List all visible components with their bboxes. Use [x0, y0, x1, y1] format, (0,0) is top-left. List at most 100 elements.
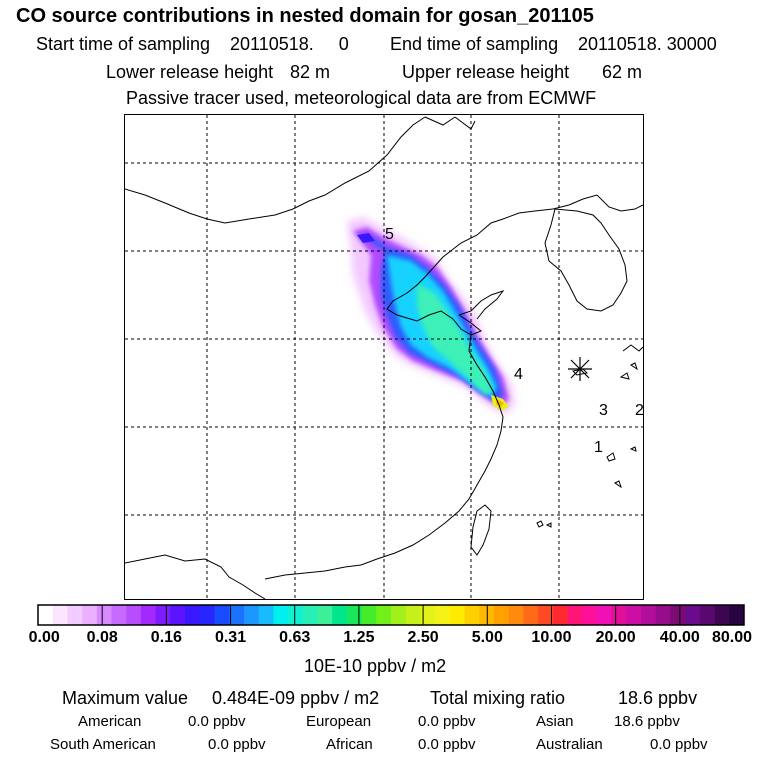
region-australian-name: Australian	[536, 736, 603, 753]
start-time-value: 20110518. 0	[230, 34, 349, 54]
colorbar-unit-label: 10E-10 ppbv / m2	[304, 656, 447, 676]
ryukyu-5	[619, 372, 630, 380]
region-european-value: 0.0 ppbv	[418, 713, 476, 730]
coastlines	[125, 116, 643, 599]
colorbar-swatch	[508, 605, 524, 625]
colorbar-tick-label: 10.00	[531, 629, 572, 646]
region-african-name: African	[326, 736, 373, 753]
ryukyu-3	[536, 520, 544, 528]
start-time-label: Start time of sampling	[36, 34, 211, 54]
colorbar-swatch	[229, 605, 245, 625]
colorbar-swatch	[567, 605, 583, 625]
plume-max-orange	[496, 399, 504, 407]
marker-5: 5	[385, 226, 394, 243]
colorbar-swatch	[435, 605, 451, 625]
colorbar-tick-label: 0.00	[28, 629, 60, 646]
colorbar-swatch	[346, 605, 363, 625]
northeast-border	[424, 116, 476, 130]
colorbar-swatch	[405, 605, 421, 625]
ryukyu-2	[629, 446, 637, 452]
colorbar-swatch	[258, 605, 274, 625]
region-american-name: American	[78, 713, 142, 730]
region-american-value: 0.0 ppbv	[188, 713, 246, 730]
total-mixing-label: Total mixing ratio	[430, 688, 566, 708]
colorbar-swatch	[288, 605, 304, 625]
colorbar-swatch	[391, 605, 407, 625]
total-mixing-value: 18.6 ppbv	[618, 688, 698, 708]
colorbar-tick-label: 80.00	[711, 629, 753, 646]
colorbar-swatch	[420, 605, 436, 625]
ryukyu-4	[545, 522, 552, 528]
max-value: 0.484E-09 ppbv / m2	[212, 688, 380, 708]
east-china-coast	[264, 334, 504, 580]
map-gridlines	[125, 115, 643, 599]
colorbar-tick-label: 0.08	[86, 629, 118, 646]
korea-peninsula	[544, 208, 628, 312]
colorbar-tick-label: 1.25	[343, 629, 375, 646]
region-african-value: 0.0 ppbv	[418, 736, 476, 753]
colorbar-swatch	[626, 605, 642, 625]
colorbar-swatch	[273, 605, 289, 625]
colorbar-swatch	[111, 605, 127, 625]
colorbar-swatch	[302, 605, 318, 625]
colorbar-swatch	[523, 605, 539, 625]
colorbar-swatch	[52, 605, 68, 625]
marker-4: 4	[514, 366, 523, 383]
region-south-american-name: South American	[50, 736, 156, 753]
colorbar-swatch	[317, 605, 333, 625]
receptor-asterisk-icon	[568, 357, 592, 381]
marker-2: 2	[635, 402, 643, 419]
data-source-note: Passive tracer used, meteorological data…	[126, 88, 597, 108]
plume-head	[357, 233, 375, 243]
colorbar-swatch	[449, 605, 466, 625]
colorbar-border	[37, 604, 745, 626]
region-australian-value: 0.0 ppbv	[650, 736, 708, 753]
shandong-peninsula	[458, 290, 505, 320]
map-canvas: 5 4 3 2 1	[125, 115, 643, 599]
upper-release-value: 62 m	[602, 62, 643, 82]
marker-1: 1	[594, 439, 603, 456]
region-asian-value: 18.6 ppbv	[614, 713, 680, 730]
ryukyu-6	[630, 362, 638, 371]
colorbar-swatch	[729, 605, 745, 625]
colorbar-swatch	[582, 605, 598, 625]
colorbar-swatch	[464, 605, 480, 625]
colorbar-swatch	[140, 605, 157, 625]
colorbar-tick-label: 0.16	[150, 629, 182, 646]
colorbar-swatch	[243, 605, 260, 625]
colorbar	[37, 604, 745, 626]
ryukyu-7	[614, 480, 622, 489]
colorbar-swatch	[376, 605, 392, 625]
colorbar-swatch	[641, 605, 657, 625]
colorbar-tick-label: 40.00	[659, 629, 700, 646]
colorbar-swatch	[655, 605, 671, 625]
colorbar-swatch	[361, 605, 377, 625]
colorbar-tick-label: 5.00	[471, 629, 503, 646]
colorbar-swatch	[185, 605, 201, 625]
colorbar-tick-label: 0.63	[279, 629, 311, 646]
colorbar-swatch	[155, 605, 171, 625]
colorbar-swatch	[126, 605, 142, 625]
end-time-label: End time of sampling	[390, 34, 559, 54]
colorbar-tick-label: 20.00	[595, 629, 636, 646]
south-china-border	[125, 554, 266, 599]
upper-release-label: Upper release height	[402, 62, 570, 82]
lower-release-label: Lower release height	[106, 62, 274, 82]
colorbar-swatch	[714, 605, 730, 625]
colorbar-swatch	[538, 605, 554, 625]
concentration-plume	[347, 217, 515, 415]
colorbar-swatch	[699, 605, 716, 625]
colorbar-swatch	[96, 605, 113, 625]
colorbar-tick-label: 0.31	[214, 629, 247, 646]
marker-3: 3	[599, 402, 608, 419]
colorbar-swatch	[82, 605, 98, 625]
colorbar-swatch	[552, 605, 568, 625]
colorbar-swatch	[685, 605, 701, 625]
colorbar-swatch	[199, 605, 215, 625]
colorbar-swatch	[596, 605, 613, 625]
map-panel: 5 4 3 2 1	[124, 114, 644, 600]
mongolia-border	[125, 116, 426, 224]
colorbar-swatch	[332, 605, 348, 625]
colorbar-swatch	[611, 605, 627, 625]
ryukyu-1	[606, 452, 616, 462]
